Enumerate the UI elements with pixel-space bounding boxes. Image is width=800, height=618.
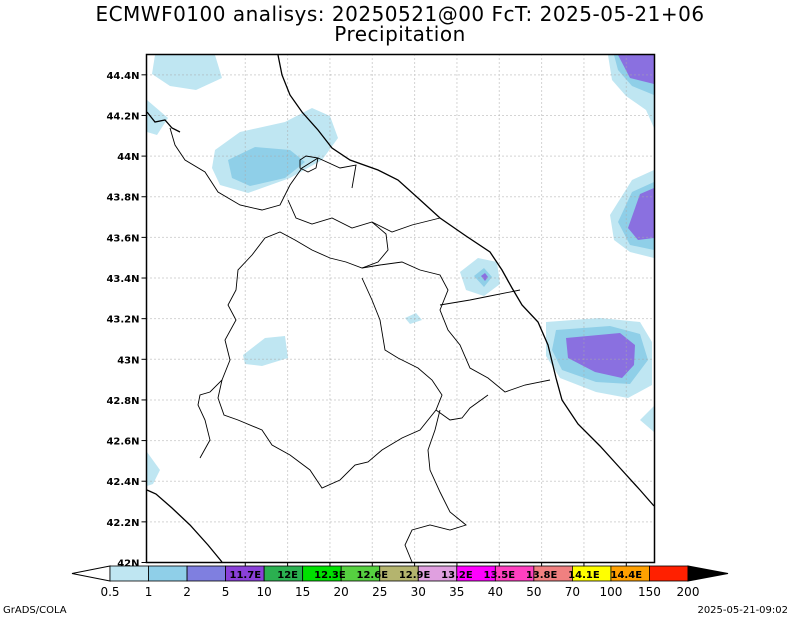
precip-area [618, 55, 654, 84]
colorbar-label: 200 [677, 585, 700, 599]
colorbar-label: 5 [222, 585, 230, 599]
lat-tick-label: 43.8N [106, 193, 139, 204]
lon-tick-label: 12.3E [314, 570, 346, 581]
precip-area [481, 273, 488, 281]
colorbar-arrow-right [687, 565, 729, 582]
colorbar-swatch [109, 565, 149, 582]
colorbar-swatch [186, 565, 226, 582]
lat-tick-label: 43N [117, 355, 139, 366]
lat-tick-label: 43.4N [106, 274, 139, 285]
colorbar-label: 10 [256, 585, 271, 599]
colorbar-label: 30 [411, 585, 426, 599]
precip-shading [147, 55, 654, 486]
colorbar-label: 150 [638, 585, 661, 599]
lon-tick-label: 12E [277, 570, 298, 581]
precip-area [628, 188, 654, 240]
map-grid [146, 54, 655, 563]
colorbar-label: 100 [599, 585, 622, 599]
lon-tick-label: 13.2E [441, 570, 473, 581]
lat-tick-label: 43.6N [106, 233, 139, 244]
lon-tick-label: 14.1E [568, 570, 600, 581]
colorbar-label: 1 [145, 585, 153, 599]
colorbar-swatch [148, 565, 188, 582]
map-subtitle: Precipitation [334, 22, 466, 46]
precip-area [566, 333, 635, 378]
colorbar-label: 70 [565, 585, 580, 599]
precip-area [228, 147, 305, 186]
precip-area [147, 100, 168, 135]
lon-tick-label: 12.6E [357, 570, 389, 581]
coastline [146, 54, 655, 563]
colorbar-label: 20 [334, 585, 349, 599]
colorbar-label: 2 [183, 585, 191, 599]
lon-tick-label: 14.4E [611, 570, 643, 581]
lat-tick-label: 42N [117, 559, 139, 570]
precip-area [405, 313, 422, 324]
lat-tick-label: 44N [117, 152, 139, 163]
lat-tick-label: 44.4N [106, 71, 139, 82]
colorbar-label: 50 [526, 585, 541, 599]
colorbar-label: 0.5 [100, 585, 119, 599]
lon-tick-label: 13.5E [484, 570, 516, 581]
region-borders [169, 127, 551, 563]
lat-tick-label: 44.2N [106, 111, 139, 122]
lon-tick-label: 11.7E [230, 570, 262, 581]
lat-tick-label: 43.2N [106, 315, 139, 326]
latitude-labels: 44.4N 44.2N 44N 43.8N 43.6N 43.4N 43.2N 43N 42.8… [106, 71, 147, 570]
map-frame [145, 53, 656, 564]
colorbar-swatch [649, 565, 689, 582]
colorbar-label: 35 [449, 585, 464, 599]
precip-area [243, 336, 288, 366]
precip-area [640, 406, 654, 432]
lat-tick-label: 42.4N [106, 477, 139, 488]
colorbar-arrow-left [71, 565, 111, 582]
colorbar-label: 40 [488, 585, 503, 599]
colorbar-label: 25 [372, 585, 387, 599]
colorbar-label: 15 [295, 585, 310, 599]
lat-tick-label: 42.8N [106, 396, 139, 407]
lat-tick-label: 42.2N [106, 518, 139, 529]
lon-tick-label: 13.8E [526, 570, 558, 581]
precip-area [147, 452, 160, 486]
footer-timestamp: 2025-05-21-09:02 [697, 605, 788, 616]
lat-tick-label: 42.6N [106, 437, 139, 448]
map-title: ECMWF0100 analisys: 20250521@00 FcT: 202… [95, 2, 705, 26]
precip-area [152, 55, 222, 90]
lon-tick-label: 12.9E [399, 570, 431, 581]
footer-credit: GrADS/COLA [3, 605, 67, 616]
